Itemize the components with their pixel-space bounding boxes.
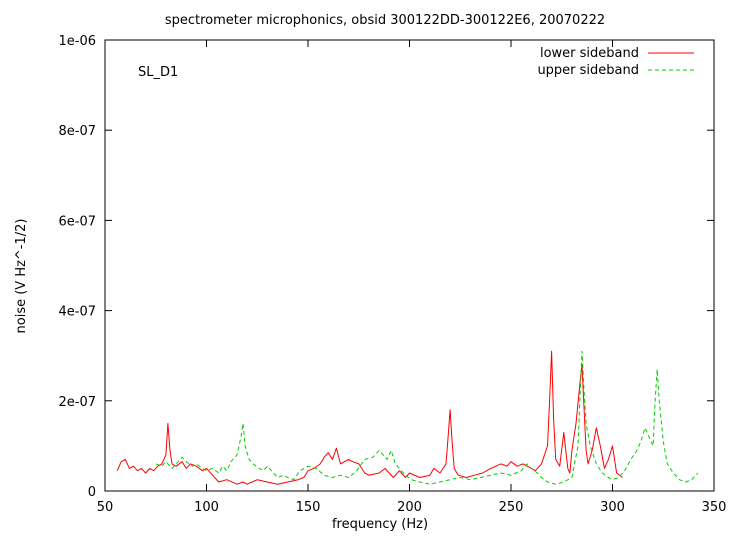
y-tick-label: 6e-07 [58, 214, 96, 229]
x-tick-label: 150 [296, 500, 321, 515]
plot-annotation: SL_D1 [138, 65, 178, 80]
y-tick-label: 0 [88, 485, 96, 500]
y-axis-label: noise (V Hz^-1/2) [14, 219, 29, 334]
y-tick-label: 1e-06 [58, 34, 96, 49]
x-tick-label: 250 [499, 500, 524, 515]
y-tick-label: 4e-07 [58, 305, 96, 320]
legend: lower sideband upper sideband [537, 46, 694, 78]
y-tick-label: 8e-07 [58, 124, 96, 139]
x-axis-label: frequency (Hz) [332, 517, 428, 532]
axes-layer: 50 100 150 200 250 300 350 0 2e-07 4e-07 6e-07 8e-0… [58, 34, 726, 515]
legend-label: lower sideband [540, 46, 639, 61]
plot-frame [104, 39, 715, 492]
series-layer [116, 350, 699, 485]
series-line-lower-sideband [116, 350, 623, 485]
legend-label: upper sideband [537, 63, 639, 78]
x-tick-label: 350 [702, 500, 727, 515]
x-tick-label: 50 [97, 500, 114, 515]
x-tick-label: 200 [397, 500, 422, 515]
x-tick-label: 300 [600, 500, 625, 515]
x-tick-label: 100 [194, 500, 219, 515]
series-line-upper-sideband [155, 350, 699, 485]
y-tick-label: 2e-07 [58, 395, 96, 410]
chart-title: spectrometer microphonics, obsid 300122D… [165, 13, 605, 28]
